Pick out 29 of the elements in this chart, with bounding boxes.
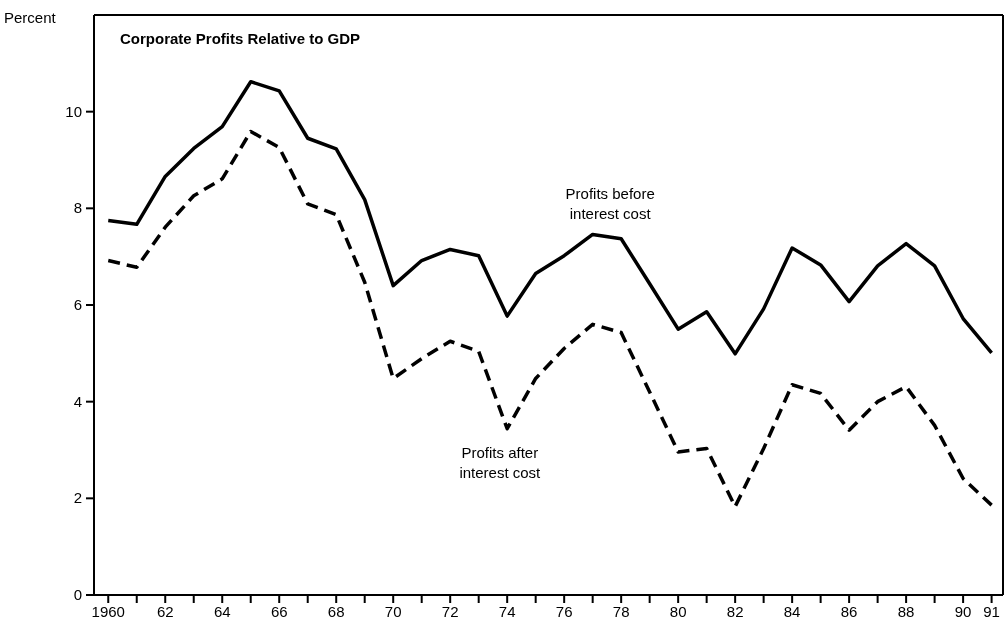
x-tick-label: 70 [384,603,402,620]
x-tick-label: 84 [783,603,801,620]
y-tick-label: 6 [73,296,82,313]
x-tick-label: 82 [726,603,744,620]
x-tick-label: 80 [669,603,687,620]
line-series [106,129,994,509]
x-tick-label: 78 [612,603,630,620]
y-axis-title: Percent [4,9,57,26]
x-tick-label: 64 [213,603,231,620]
x-tick-label: 66 [270,603,288,620]
x-tick-label: 76 [555,603,573,620]
x-tick-label: 62 [156,603,174,620]
x-tick-label: 91 [983,603,1000,620]
text: Corporate Profits Relative to GDP [120,30,361,47]
x-tick-label: 1960 [91,603,125,620]
y-tick-label: 10 [65,102,82,120]
series-label: Profits before interest cost [565,185,655,223]
x-tick-label: 88 [897,603,915,620]
y-tick-label: 0 [73,586,82,603]
x-tick-label: 72 [441,603,459,620]
y-tick-label: 8 [73,199,82,217]
x-tick-label: 86 [840,603,858,620]
line-series [106,79,994,356]
y-tick-label: 2 [73,489,82,507]
x-tick-label: 90 [954,603,972,620]
y-tick-label: 4 [73,392,82,410]
text: Profits after interest cost [459,444,542,482]
x-tick-label: 68 [327,603,345,620]
x-tick-label: 74 [498,603,516,620]
